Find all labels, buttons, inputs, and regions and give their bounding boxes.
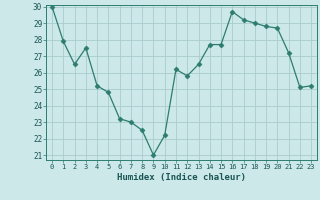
X-axis label: Humidex (Indice chaleur): Humidex (Indice chaleur): [117, 173, 246, 182]
